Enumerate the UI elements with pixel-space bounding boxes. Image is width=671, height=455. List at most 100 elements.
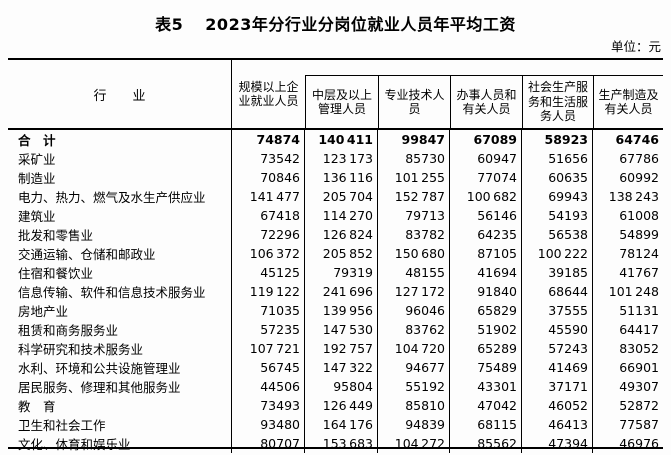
wage-value: 138 243 [608,189,659,204]
wage-value: 58923 [522,130,593,149]
wage-value: 51131 [619,303,659,318]
wage-value: 126 824 [305,225,378,244]
wage-value: 83762 [378,320,450,339]
wage-value: 47394 [522,434,593,453]
table-row: 交通运输、仓储和邮政业 106 372 205 852 150 680 87105 100… [8,244,663,263]
wage-value: 106 372 [232,244,305,263]
wage-value: 64235 [450,225,522,244]
wage-value: 46413 [522,415,593,434]
wage-value: 45125 [232,263,305,282]
table-header: 行 业 规模以上企业就业人员 中层及以上管理人员 专业技术人员 办事人员和有关人… [8,60,663,130]
wage-value: 68644 [522,282,593,301]
wage-value: 37171 [522,377,593,396]
wage-value: 56745 [232,358,305,377]
table-row: 制造业 70846 136 116 101 255 77074 60635 60992 [8,168,663,187]
table-row: 批发和零售业 72296 126 824 83782 64235 56538 54899 [8,225,663,244]
wage-value: 79319 [305,263,378,282]
wage-value: 57235 [232,320,305,339]
wage-value: 71035 [232,301,305,320]
table-row: 卫生和社会工作 93480 164 176 94839 68115 46413 77587 [8,415,663,434]
wage-value: 85562 [450,434,522,453]
wage-value: 73493 [232,396,305,415]
industry-name: 房地产业 [8,301,232,320]
wage-value: 94677 [378,358,450,377]
wage-value: 73542 [232,149,305,168]
industry-name: 合 计 [8,130,232,149]
wage-value: 136 116 [305,168,378,187]
wage-value: 205 852 [305,244,378,263]
wage-value: 83052 [619,341,659,356]
wage-value: 147 322 [305,358,378,377]
wage-value: 101 255 [378,168,450,187]
wage-value: 153 683 [305,434,378,453]
table-body: 合 计 74874 140 411 99847 67089 58923 64746 采矿业 73… [8,130,663,453]
wage-value: 80707 [232,434,305,453]
industry-name: 批发和零售业 [8,225,232,244]
wage-value: 139 956 [305,301,378,320]
wage-value: 51656 [522,149,593,168]
industry-name: 制造业 [8,168,232,187]
wage-value: 123 173 [305,149,378,168]
wage-value: 85730 [378,149,450,168]
table-row: 住宿和餐饮业 45125 79319 48155 41694 39185 41767 [8,263,663,282]
wage-value: 67418 [232,206,305,225]
wage-value: 65289 [450,339,522,358]
wage-value: 114 270 [305,206,378,225]
wage-value: 74874 [232,130,305,149]
wage-value: 99847 [378,130,450,149]
wage-value: 65829 [450,301,522,320]
wage-value: 68115 [450,415,522,434]
industry-name: 教 育 [8,396,232,415]
wage-value: 49307 [619,379,659,394]
wage-value: 55192 [378,377,450,396]
wage-value: 64746 [615,132,660,147]
header-scale-enterprises: 规模以上企业就业人员 [238,79,299,108]
wage-value: 141 477 [232,187,305,206]
header-industry: 行 业 [8,60,232,128]
wage-value: 46052 [522,396,593,415]
wage-value: 77074 [450,168,522,187]
wage-value: 164 176 [305,415,378,434]
header-management: 中层及以上管理人员 [305,76,378,128]
wage-value: 91840 [450,282,522,301]
table-row: 采矿业 73542 123 173 85730 60947 51656 67786 [8,149,663,168]
wage-value: 46976 [619,436,659,451]
wage-value: 44506 [232,377,305,396]
industry-name: 建筑业 [8,206,232,225]
wage-value: 60947 [450,149,522,168]
header-service: 社会生产服务和生活服务人员 [522,76,593,128]
table-number: 表5 [155,15,184,34]
wage-value: 54193 [522,206,593,225]
wage-value: 64417 [619,322,659,337]
header-technical: 专业技术人员 [378,76,450,128]
wage-value: 104 720 [378,339,450,358]
wage-value: 241 696 [305,282,378,301]
wage-value: 107 721 [232,339,305,358]
wage-value: 56538 [522,225,593,244]
wage-value: 41767 [619,265,659,280]
table-row: 房地产业 71035 139 956 96046 65829 37555 51131 [8,301,663,320]
wage-value: 77587 [619,417,659,432]
industry-name: 住宿和餐饮业 [8,263,232,282]
wage-value: 94839 [378,415,450,434]
table-row: 电力、热力、燃气及水生产供应业 141 477 205 704 152 787 100 … [8,187,663,206]
industry-name: 居民服务、修理和其他服务业 [8,377,232,396]
wage-value: 48155 [378,263,450,282]
table-row: 教 育 73493 126 449 85810 47042 46052 52872 [8,396,663,415]
table-row: 科学研究和技术服务业 107 721 192 757 104 720 65289 5724… [8,339,663,358]
wage-value: 70846 [232,168,305,187]
wage-value: 72296 [232,225,305,244]
wage-value: 100 222 [522,244,593,263]
wage-value: 127 172 [378,282,450,301]
table-row: 信息传输、软件和信息技术服务业 119 122 241 696 127 172 9184… [8,282,663,301]
wage-value: 60635 [522,168,593,187]
wage-value: 79713 [378,206,450,225]
industry-name: 租赁和商务服务业 [8,320,232,339]
wage-value: 78124 [619,246,659,261]
header-production: 生产制造及有关人员 [593,76,663,128]
wage-value: 67786 [619,151,659,166]
industry-name: 卫生和社会工作 [8,415,232,434]
wage-value: 87105 [450,244,522,263]
wage-value: 37555 [522,301,593,320]
table-title: 表5 2023年分行业分岗位就业人员年平均工资 [0,11,671,35]
